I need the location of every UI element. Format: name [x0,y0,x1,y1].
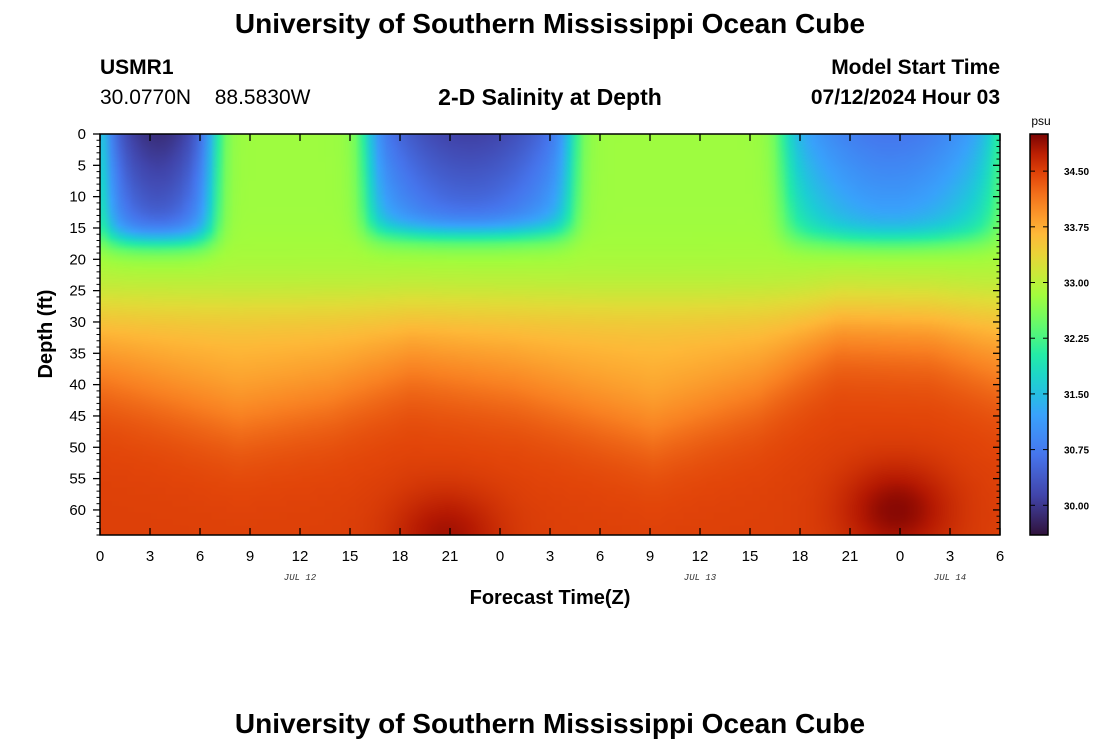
x-axis: 0 3 6 9 12 15 18 21 0 3 6 9 12 15 18 21 0 3 6 JUL 12 JUL 13 J… [96,134,1004,583]
x-tick-label: 15 [342,548,359,565]
x-axis-title: Forecast Time(Z) [470,587,631,609]
model-start-value: 07/12/2024 Hour 03 [810,86,1000,109]
salinity-heatmap [100,134,1000,535]
y-tick-label: 30 [69,314,86,331]
y-tick-label: 25 [69,283,86,300]
x-tick-label: 18 [392,548,409,565]
x-tick-label: 0 [96,548,104,565]
station-coordinates: 30.0770N 88.5830W [100,86,311,109]
x-tick-label: 15 [742,548,759,565]
y-tick-label: 55 [69,471,86,488]
x-tick-label: 9 [646,548,654,565]
station-name: USMR1 [100,56,174,79]
y-tick-label: 10 [69,189,86,206]
x-tick-label: 12 [692,548,709,565]
y-tick-label: 0 [78,126,86,143]
colorbar-tick-label: 32.25 [1064,334,1089,345]
y-tick-label: 45 [69,408,86,425]
x-tick-label: 18 [792,548,809,565]
colorbar-tick-label: 34.50 [1064,167,1089,178]
y-tick-label: 35 [69,345,86,362]
y-axis-title: Depth (ft) [35,290,57,379]
x-tick-label: 6 [996,548,1004,565]
x-tick-label: 3 [146,548,154,565]
y-tick-label: 60 [69,502,86,519]
y-tick-label: 40 [69,377,86,394]
x-tick-label: 3 [546,548,554,565]
x-tick-label: 21 [442,548,459,565]
x-tick-label: 21 [842,548,859,565]
x-tick-label: 0 [496,548,504,565]
colorbar-tick-label: 33.00 [1064,279,1089,290]
y-tick-label: 5 [78,157,86,174]
colorbar [1029,133,1049,536]
colorbar-tick-label: 30.75 [1064,446,1089,457]
x-tick-label: 3 [946,548,954,565]
footer-title: University of Southern Mississippi Ocean… [234,708,866,739]
date-label: JUL 14 [934,573,966,583]
model-start-label: Model Start Time [831,56,1000,79]
colorbar-tick-label: 31.50 [1064,390,1089,401]
x-tick-label: 6 [196,548,204,565]
colorbar-ticks: 30.00 30.75 31.50 32.25 33.00 33.75 34.50 [1030,167,1089,512]
colorbar-tick-label: 30.00 [1064,501,1089,512]
y-axis: 0 5 10 15 20 25 30 35 40 45 50 55 60 [69,126,1000,536]
colorbar-tick-label: 33.75 [1064,223,1089,234]
y-tick-label: 20 [69,251,86,268]
colorbar-unit-label: psu [1031,114,1050,128]
x-tick-label: 12 [292,548,309,565]
date-label: JUL 12 [284,573,317,583]
x-tick-label: 0 [896,548,904,565]
y-tick-label: 15 [69,220,86,237]
date-label: JUL 13 [684,573,717,583]
x-tick-label: 6 [596,548,604,565]
salinity-chart: 0 3 6 9 12 15 18 21 0 3 6 9 12 15 18 21 0 3 6 JUL 12 JUL 13 J… [35,114,1089,609]
x-tick-label: 9 [246,548,254,565]
plot-title: 2-D Salinity at Depth [438,84,662,110]
y-tick-label: 50 [69,439,86,456]
page-title: University of Southern Mississippi Ocean… [234,8,866,39]
